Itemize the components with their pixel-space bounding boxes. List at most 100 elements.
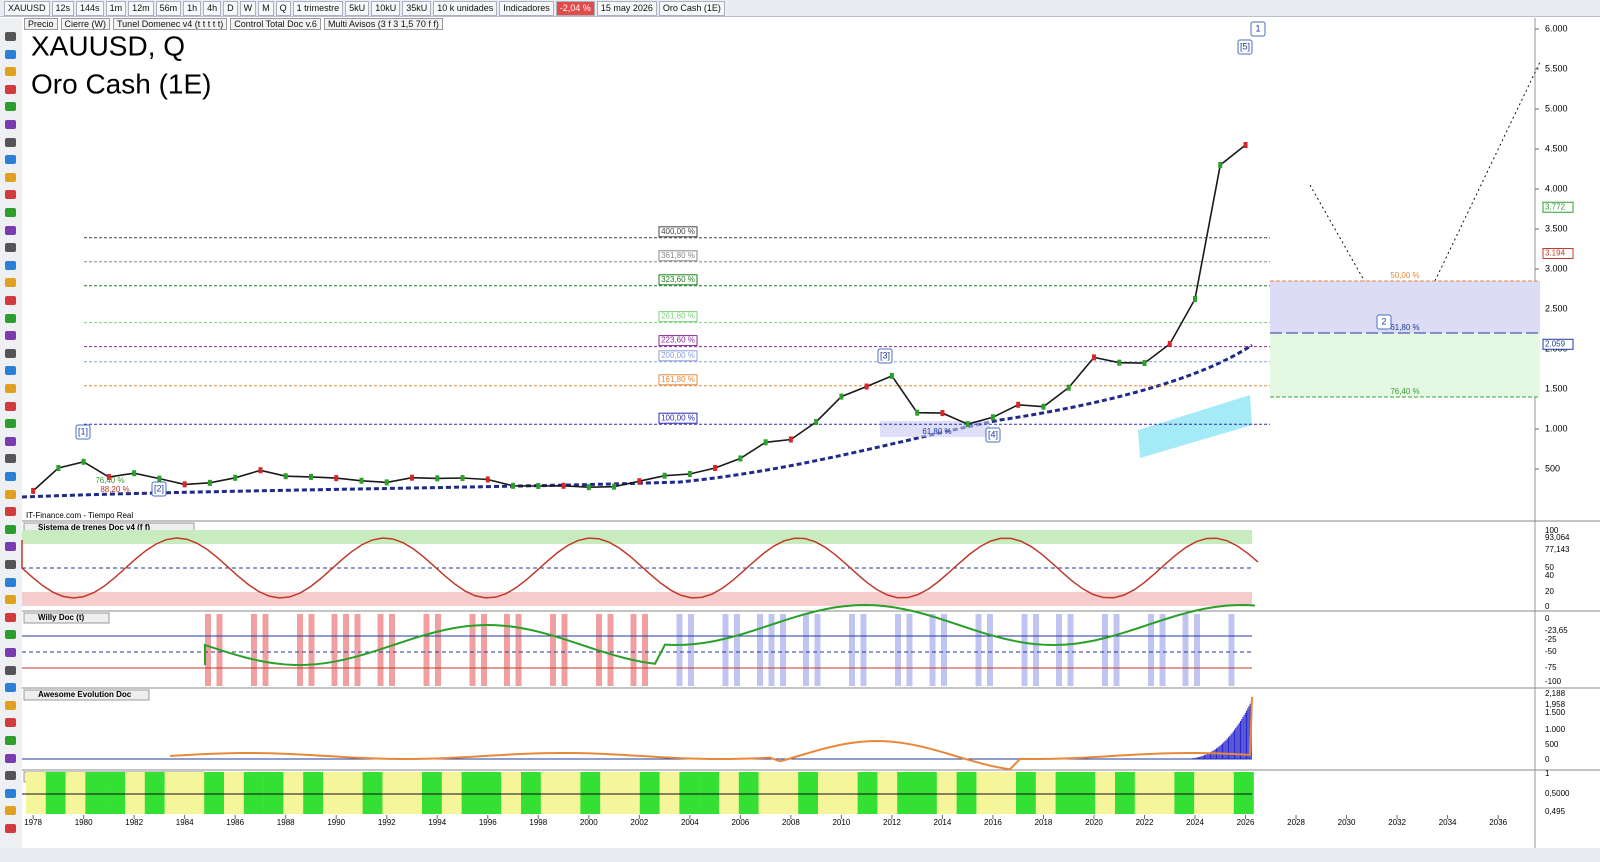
tool-icon[interactable] [5, 648, 16, 657]
tool-icon[interactable] [5, 32, 16, 41]
strength-bar [501, 772, 522, 814]
tool-icon[interactable] [5, 454, 16, 464]
tool-icon[interactable] [5, 419, 16, 429]
tool-icon[interactable] [5, 225, 16, 235]
strength-bar [1194, 772, 1215, 814]
tool-icon[interactable] [5, 700, 16, 710]
legend-item[interactable]: Cierre (W) [60, 18, 111, 30]
tool-icon[interactable] [5, 806, 16, 816]
panel-title: Sistema de trenes Doc v4 (f f) [38, 523, 150, 532]
tool-icon[interactable] [5, 84, 16, 94]
histogram-bar [1194, 757, 1196, 759]
histogram-bar [1192, 758, 1193, 759]
unit-size[interactable]: 10 k unidades [433, 0, 498, 16]
x-tick-label: 2028 [1287, 818, 1305, 827]
tool-icon[interactable] [5, 278, 16, 288]
interval[interactable]: D [223, 0, 238, 16]
tool-icon[interactable] [5, 67, 16, 77]
tool-icon[interactable] [5, 524, 16, 534]
tool-icon[interactable] [5, 102, 16, 112]
x-tick-label: 1990 [327, 818, 345, 827]
tool-icon[interactable] [5, 560, 16, 569]
tool-icon[interactable] [5, 172, 16, 182]
tool-icon[interactable] [5, 665, 16, 675]
tool-icon[interactable] [5, 384, 16, 393]
tool-icon[interactable] [5, 243, 16, 253]
interval[interactable]: 144s [76, 0, 104, 16]
indicators[interactable]: Indicadores [499, 0, 554, 16]
y-tick-label: 3.000 [1545, 263, 1568, 273]
tool-icon[interactable] [5, 542, 16, 552]
tool-icon[interactable] [5, 472, 16, 481]
willy-bar [561, 614, 568, 686]
tool-icon[interactable] [5, 771, 16, 781]
legend-item[interactable]: Multi Avisos (3 f 3 1,5 70 f f) [323, 18, 443, 30]
legend-item[interactable]: Control Total Doc v.6 [230, 18, 321, 30]
panel-title: Awesome Evolution Doc [38, 690, 132, 699]
tool-icon[interactable] [5, 366, 16, 376]
wave-box [985, 427, 1001, 443]
x-tick-label: 2002 [630, 818, 648, 827]
tool-icon[interactable] [5, 401, 16, 411]
tool-icon[interactable] [5, 577, 16, 587]
tool-icon[interactable] [5, 208, 16, 217]
strength-bar [243, 772, 264, 814]
histogram-bar [1230, 734, 1232, 759]
legend-item[interactable]: Precio [24, 18, 58, 30]
tool-icon[interactable] [5, 683, 16, 693]
tool-icon[interactable] [5, 120, 16, 129]
interval[interactable]: 12s [51, 0, 75, 16]
interval[interactable]: M [258, 0, 274, 16]
strength-bar [65, 772, 86, 814]
unit[interactable]: 35kU [402, 0, 432, 16]
tool-icon[interactable] [5, 190, 16, 200]
name[interactable]: Oro Cash (1E) [658, 0, 725, 16]
interval[interactable]: W [239, 0, 257, 16]
change[interactable]: -2,04 % [555, 0, 595, 16]
tool-icon[interactable] [5, 824, 16, 833]
period[interactable]: 1 trimestre [292, 0, 344, 16]
histogram-bar [1196, 757, 1198, 759]
x-tick-label: 1986 [226, 818, 244, 827]
tool-icon[interactable] [5, 348, 16, 358]
panel-axis-label: -75 [1545, 663, 1557, 672]
unit[interactable]: 5kU [345, 0, 370, 16]
tool-icon[interactable] [5, 788, 16, 798]
legend-bar: Precio Cierre (W) Tunel Domenec v4 (t t t … [24, 18, 443, 30]
tool-icon[interactable] [5, 507, 16, 517]
tool-icon[interactable] [5, 137, 16, 147]
y-tick-label: 2.500 [1545, 303, 1568, 313]
willy-bar [308, 614, 315, 686]
interval[interactable]: 1h [183, 0, 202, 16]
interval[interactable]: Q [275, 0, 291, 16]
histogram-bar [1219, 745, 1221, 759]
tool-icon[interactable] [5, 630, 16, 640]
tool-icon[interactable] [5, 260, 16, 270]
unit[interactable]: 10kU [371, 0, 401, 16]
willy-bar [389, 614, 395, 686]
candle [536, 482, 541, 489]
symbol[interactable]: XAUUSD [4, 0, 50, 16]
legend-item[interactable]: Tunel Domenec v4 (t t t t t) [113, 18, 228, 30]
strength-bar [719, 772, 739, 814]
tool-icon[interactable] [5, 49, 16, 59]
interval[interactable]: 56m [155, 0, 182, 16]
tool-icon[interactable] [5, 313, 16, 323]
interval[interactable]: 1m [105, 0, 127, 16]
tool-icon[interactable] [5, 736, 16, 745]
tool-icon[interactable] [5, 489, 16, 499]
interval[interactable]: 4h [203, 0, 222, 16]
candle [612, 483, 617, 490]
date[interactable]: 15 may 2026 [596, 0, 657, 16]
tool-icon[interactable] [5, 718, 16, 728]
tool-icon[interactable] [5, 595, 16, 605]
tool-icon[interactable] [5, 436, 16, 446]
tool-icon[interactable] [5, 612, 16, 622]
tool-icon[interactable] [5, 155, 16, 165]
tool-icon[interactable] [5, 296, 16, 305]
interval[interactable]: 12m [128, 0, 154, 16]
tool-icon[interactable] [5, 331, 16, 341]
tool-icon[interactable] [5, 753, 16, 763]
panel-axis-label: 0,495 [1545, 807, 1566, 816]
